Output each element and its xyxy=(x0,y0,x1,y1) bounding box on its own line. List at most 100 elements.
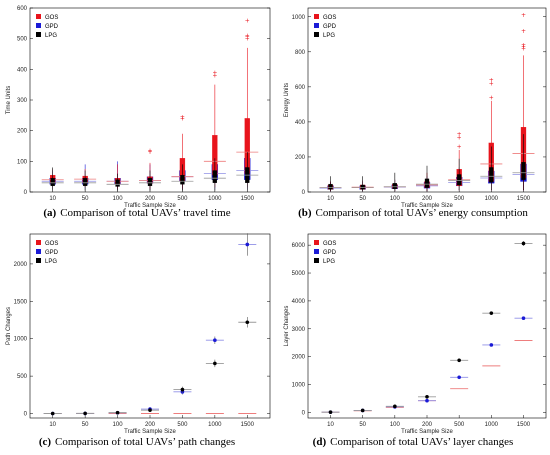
legend-label-gpd: GPD xyxy=(45,250,59,256)
box-lpg xyxy=(360,184,365,190)
plot-frame xyxy=(29,233,271,419)
outlier-gos: + xyxy=(489,80,494,87)
y-tick-label: 600 xyxy=(17,6,28,12)
legend-label-gos: GOS xyxy=(323,15,336,21)
outlier-gos: + xyxy=(180,115,185,122)
x-tick-label: 500 xyxy=(177,422,188,428)
legend-label-gos: GOS xyxy=(45,241,58,247)
outlier-gos: + xyxy=(245,36,250,43)
x-tick-label: 200 xyxy=(145,196,156,202)
point-gpd xyxy=(457,375,461,380)
y-axis-label: Path Changes xyxy=(6,307,12,345)
point-lpg xyxy=(245,320,250,325)
legend-swatch-gpd xyxy=(314,249,319,254)
caption-b: (b) Comparison of total UAVs’ energy cons… xyxy=(298,207,528,219)
x-tick-label: 1500 xyxy=(517,196,531,202)
x-tick-label: 1500 xyxy=(241,196,255,202)
plot-frame xyxy=(307,7,547,193)
x-tick-label: 500 xyxy=(454,196,465,202)
point-gpd xyxy=(245,242,250,247)
point-gpd xyxy=(213,338,217,343)
x-tick-label: 50 xyxy=(359,196,366,202)
legend-label-lpg: LPG xyxy=(45,33,57,39)
y-tick-label: 200 xyxy=(17,129,28,135)
outlier-gos: + xyxy=(521,45,526,52)
y-tick-label: 4000 xyxy=(292,299,306,305)
y-tick-label: 400 xyxy=(17,67,28,73)
x-axis-label: Traffic Sample Size xyxy=(124,429,176,435)
point-lpg xyxy=(360,408,365,413)
y-tick-label: 1000 xyxy=(292,15,306,21)
legend-swatch-gos xyxy=(314,14,319,19)
x-tick-label: 200 xyxy=(145,422,156,428)
outlier-gos: + xyxy=(489,77,494,84)
point-lpg xyxy=(115,410,120,415)
y-tick-label: 300 xyxy=(17,98,28,104)
x-tick-label: 1500 xyxy=(517,422,531,428)
x-tick-label: 1000 xyxy=(485,196,499,202)
box-lpg xyxy=(489,167,494,183)
y-tick-label: 1000 xyxy=(292,383,306,389)
legend-label-gpd: GPD xyxy=(45,24,59,30)
outlier-gos: + xyxy=(457,135,462,142)
point-lpg xyxy=(328,410,333,414)
x-tick-label: 500 xyxy=(177,196,188,202)
x-tick-label: 50 xyxy=(82,196,89,202)
y-axis-label: Time Units xyxy=(6,86,12,114)
box-lpg xyxy=(424,178,430,188)
legend-swatch-gos xyxy=(36,14,41,19)
outlier-gos: + xyxy=(521,28,526,35)
box-lpg xyxy=(82,178,88,187)
y-tick-label: 0 xyxy=(24,190,28,196)
outlier-gos: + xyxy=(489,94,494,101)
legend-swatch-gpd xyxy=(36,23,41,28)
y-tick-label: 1500 xyxy=(14,299,28,305)
plot-frame xyxy=(307,233,547,419)
point-gpd xyxy=(489,343,494,347)
y-tick-label: 6000 xyxy=(292,243,306,249)
y-tick-label: 400 xyxy=(295,120,306,126)
caption-a: (a) Comparison of total UAVs’ travel time xyxy=(43,207,230,219)
legend-swatch-lpg xyxy=(314,32,319,37)
outlier-gos: + xyxy=(245,17,250,24)
box-lpg xyxy=(115,179,120,187)
x-tick-label: 100 xyxy=(113,196,124,202)
x-tick-label: 100 xyxy=(390,196,401,202)
point-lpg xyxy=(148,408,152,412)
point-lpg xyxy=(393,404,397,409)
legend-swatch-lpg xyxy=(314,258,319,263)
x-tick-label: 100 xyxy=(390,422,401,428)
point-lpg xyxy=(521,241,526,246)
x-tick-label: 100 xyxy=(113,422,124,428)
panel-travel-time: 0 100 200 300 400 500 600 10 50 100 200 500 1000 1500… xyxy=(6,6,271,209)
x-tick-label: 1000 xyxy=(208,196,222,202)
outlier-gos: + xyxy=(180,114,185,121)
legend-label-gpd: GPD xyxy=(323,250,337,256)
legend-label-lpg: LPG xyxy=(323,33,335,39)
box-lpg xyxy=(457,174,462,186)
legend-label-gos: GOS xyxy=(45,15,58,21)
x-axis-label: Traffic Sample Size xyxy=(124,203,176,209)
outlier-gos: + xyxy=(457,131,462,138)
outlier-gos: + xyxy=(521,42,526,49)
point-lpg xyxy=(425,395,429,399)
legend-label-gpd: GPD xyxy=(323,24,337,30)
x-tick-label: 10 xyxy=(327,196,334,202)
legend-label-gos: GOS xyxy=(323,241,336,247)
box-lpg xyxy=(521,162,526,180)
x-tick-label: 50 xyxy=(82,422,89,428)
box-lpg xyxy=(392,183,397,189)
y-tick-label: 2000 xyxy=(292,355,306,361)
legend-label-lpg: LPG xyxy=(45,259,57,265)
x-tick-label: 1000 xyxy=(208,422,222,428)
y-tick-label: 600 xyxy=(295,85,306,91)
y-tick-label: 500 xyxy=(17,374,28,380)
box-lpg xyxy=(328,183,333,190)
legend-label-lpg: LPG xyxy=(323,259,335,265)
outlier-gos: + xyxy=(245,34,250,41)
x-tick-label: 10 xyxy=(327,422,334,428)
y-tick-label: 500 xyxy=(17,37,28,43)
x-tick-label: 500 xyxy=(454,422,465,428)
outlier-gos: + xyxy=(147,148,152,155)
